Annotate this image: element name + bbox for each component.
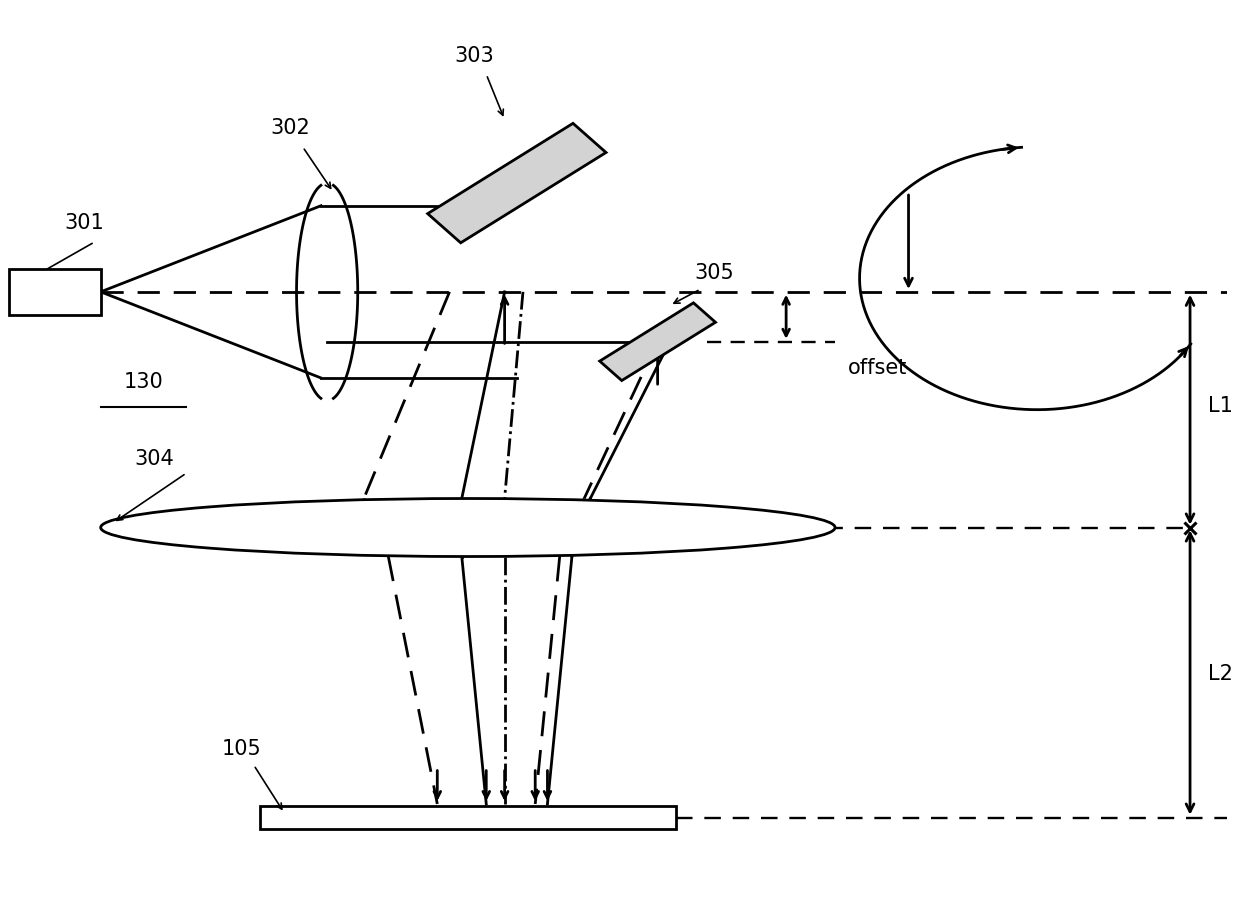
Text: offset: offset: [848, 358, 908, 378]
Text: 304: 304: [134, 448, 174, 468]
Text: 105: 105: [222, 738, 262, 758]
Text: L1: L1: [1209, 395, 1234, 415]
Polygon shape: [428, 124, 606, 243]
Text: 301: 301: [64, 213, 104, 233]
Text: 130: 130: [124, 372, 164, 392]
Polygon shape: [600, 303, 715, 381]
Ellipse shape: [100, 499, 835, 557]
Text: 305: 305: [694, 263, 734, 283]
Text: 303: 303: [454, 46, 494, 66]
Bar: [260, 806, 676, 829]
Text: 302: 302: [270, 118, 310, 138]
Bar: [9, 270, 100, 315]
Text: L2: L2: [1209, 663, 1234, 683]
